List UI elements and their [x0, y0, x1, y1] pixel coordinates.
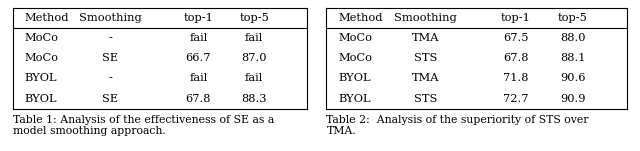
Text: TMA: TMA [412, 73, 440, 83]
Text: 88.1: 88.1 [560, 53, 586, 63]
Text: top-1: top-1 [501, 13, 531, 23]
Text: -: - [108, 73, 112, 83]
Text: Table 1: Analysis of the effectiveness of SE as a
model smoothing approach.: Table 1: Analysis of the effectiveness o… [13, 115, 274, 136]
Text: 88.3: 88.3 [241, 94, 267, 104]
Text: BYOL: BYOL [339, 94, 371, 104]
Text: top-5: top-5 [239, 13, 269, 23]
Text: fail: fail [245, 73, 263, 83]
Text: Table 2:  Analysis of the superiority of STS over
TMA.: Table 2: Analysis of the superiority of … [326, 115, 589, 136]
Text: top-5: top-5 [558, 13, 588, 23]
Text: 66.7: 66.7 [186, 53, 211, 63]
Text: Method: Method [24, 13, 69, 23]
Text: STS: STS [414, 94, 437, 104]
Text: -: - [108, 33, 112, 43]
Text: fail: fail [245, 33, 263, 43]
Text: SE: SE [102, 94, 118, 104]
Text: BYOL: BYOL [24, 94, 57, 104]
Text: top-1: top-1 [183, 13, 213, 23]
Text: 67.8: 67.8 [503, 53, 529, 63]
Text: SE: SE [102, 53, 118, 63]
Text: Smoothing: Smoothing [79, 13, 141, 23]
Text: TMA: TMA [412, 33, 440, 43]
Text: MoCo: MoCo [339, 33, 372, 43]
Text: MoCo: MoCo [24, 53, 59, 63]
Text: 72.7: 72.7 [503, 94, 529, 104]
Text: fail: fail [189, 73, 207, 83]
Text: fail: fail [189, 33, 207, 43]
Text: 71.8: 71.8 [503, 73, 529, 83]
Text: MoCo: MoCo [24, 33, 59, 43]
Text: MoCo: MoCo [339, 53, 372, 63]
Text: 88.0: 88.0 [560, 33, 586, 43]
Text: 90.6: 90.6 [560, 73, 586, 83]
Text: 67.5: 67.5 [503, 33, 529, 43]
Text: BYOL: BYOL [24, 73, 57, 83]
Text: 67.8: 67.8 [186, 94, 211, 104]
Text: BYOL: BYOL [339, 73, 371, 83]
Text: STS: STS [414, 53, 437, 63]
Text: Method: Method [339, 13, 383, 23]
Text: 90.9: 90.9 [560, 94, 586, 104]
Text: 87.0: 87.0 [241, 53, 267, 63]
Text: Smoothing: Smoothing [394, 13, 457, 23]
